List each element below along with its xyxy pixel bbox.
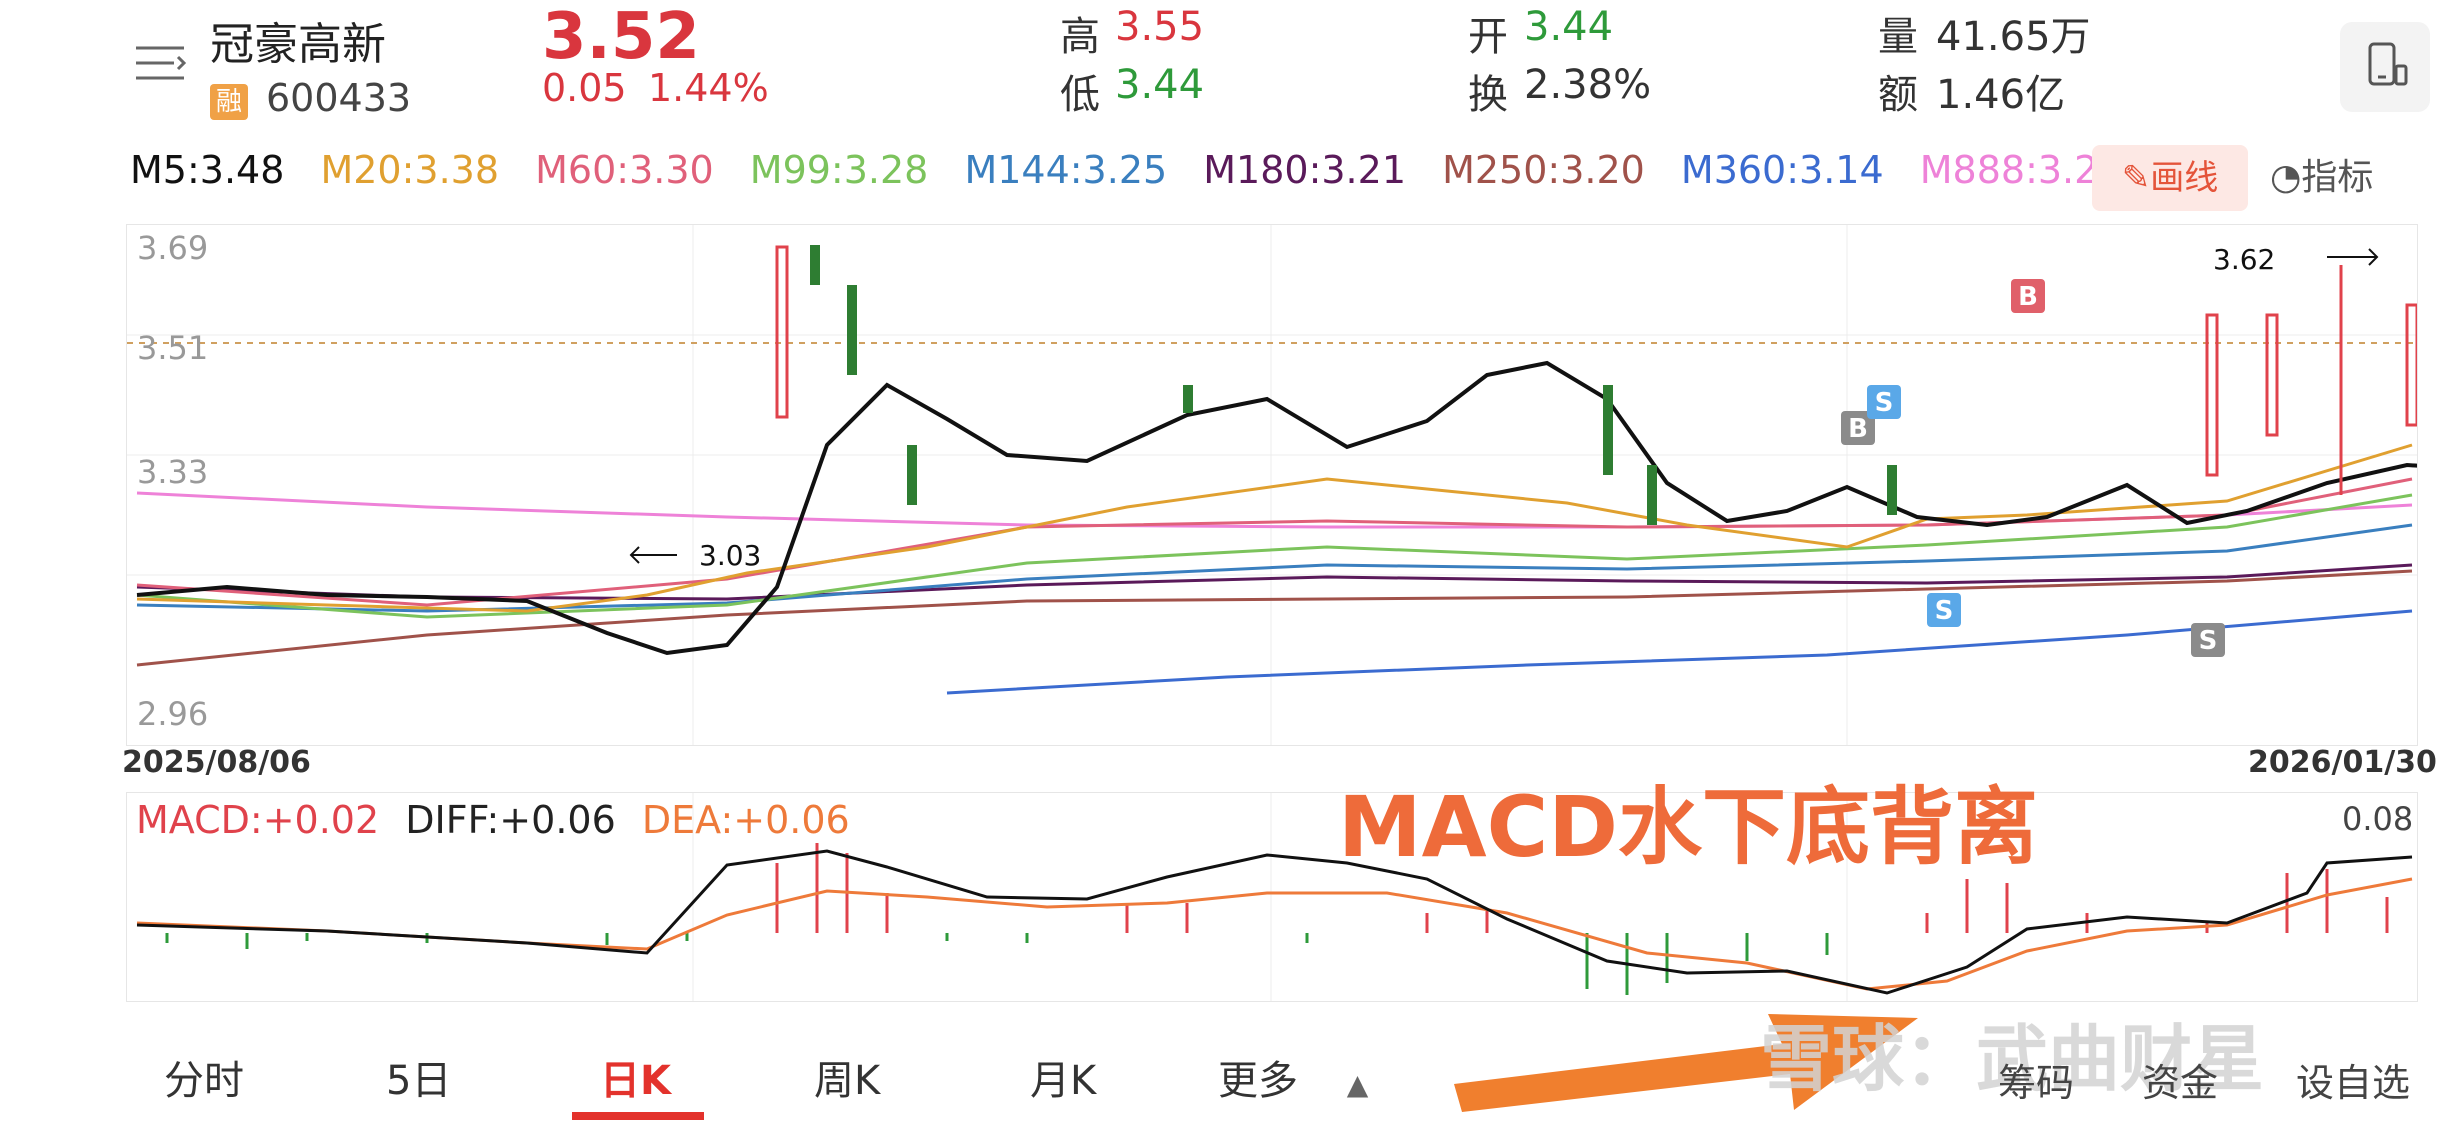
kline-chart[interactable]: 3.69 3.51 3.33 2.96 <box>126 224 2442 746</box>
indicator-button[interactable]: ◔指标 <box>2270 145 2373 211</box>
high-marker: 3.62 <box>2213 243 2275 276</box>
device-button[interactable] <box>2340 22 2430 112</box>
chips-button[interactable]: 筹码 <box>1998 1061 2075 1105</box>
volume-value: 41.65万 <box>1936 14 2091 60</box>
ma888-label: M888:3.28 <box>1919 148 2123 192</box>
turnover-value: 2.38% <box>1524 62 1652 108</box>
y-tick-369: 3.69 <box>137 229 208 267</box>
ma360-label: M360:3.14 <box>1680 148 1884 192</box>
stock-code: 600433 <box>266 76 412 120</box>
active-tab-indicator <box>572 1112 704 1120</box>
date-end: 2026/01/30 <box>2248 745 2437 780</box>
high-label: 高 <box>1060 14 1100 60</box>
ma180-line <box>136 563 2413 601</box>
dea-value: DEA:+0.06 <box>641 798 850 842</box>
low-marker: 3.03 <box>699 539 761 572</box>
price-change-pct: 1.44% <box>648 66 769 110</box>
caret-up-icon: ▲ <box>1346 1068 1369 1101</box>
macd-max-label: 0.08 <box>2342 800 2414 838</box>
macd-histogram <box>165 843 2389 995</box>
indicator-label: 指标 <box>2301 157 2374 198</box>
annotation-text: MACD水下底背离 <box>1338 778 2038 876</box>
funds-button[interactable]: 资金 <box>2142 1061 2219 1105</box>
tab-more[interactable]: 更多 ▲ <box>1218 1048 1368 1106</box>
date-start: 2025/08/06 <box>122 745 311 780</box>
ma20-line <box>136 443 2413 613</box>
moving-average-legend: M5:3.48 M20:3.38 M60:3.30 M99:3.28 M144:… <box>130 148 2146 208</box>
draw-line-button[interactable]: ✎画线 <box>2092 145 2248 211</box>
ma99-label: M99:3.28 <box>749 148 929 192</box>
ma144-line <box>136 523 2413 613</box>
stock-name: 冠豪高新 <box>210 19 386 70</box>
draw-line-label: 画线 <box>2150 158 2219 198</box>
ma60-label: M60:3.30 <box>535 148 714 192</box>
candle-series <box>775 245 2419 525</box>
gauge-icon: ◔ <box>2270 157 2302 198</box>
open-value: 3.44 <box>1524 4 1614 50</box>
ma250-line <box>136 569 2413 667</box>
add-watchlist-button[interactable]: 设自选 <box>2296 1061 2411 1105</box>
quote-header: 冠豪高新 融 600433 3.52 0.05 1.44% 高 3.55 低 3… <box>0 0 2442 135</box>
menu-icon[interactable] <box>130 38 190 88</box>
y-tick-296: 2.96 <box>137 695 208 733</box>
signal-b-2: B <box>2018 282 2038 312</box>
ma60-line <box>136 477 2413 607</box>
signal-s-1: S <box>1875 388 1894 418</box>
diff-value: DIFF:+0.06 <box>405 798 616 842</box>
low-label: 低 <box>1060 72 1100 118</box>
high-value: 3.55 <box>1115 4 1205 50</box>
macd-legend: MACD:+0.02 DIFF:+0.06 DEA:+0.06 <box>136 798 850 842</box>
ma360-line <box>946 609 2413 695</box>
tab-day-k[interactable]: 日K <box>600 1058 671 1104</box>
price-change: 0.05 <box>542 66 627 110</box>
y-tick-333: 3.33 <box>137 453 208 491</box>
tab-five-day[interactable]: 5日 <box>386 1058 452 1104</box>
tab-fenshi[interactable]: 分时 <box>164 1058 244 1104</box>
signal-b-1: B <box>1848 414 1868 444</box>
amount-label: 额 <box>1878 72 1918 118</box>
ma144-label: M144:3.25 <box>964 148 1168 192</box>
ma250-label: M250:3.20 <box>1442 148 1645 192</box>
amount-value: 1.46亿 <box>1936 72 2066 118</box>
signal-s-2: S <box>1935 596 1954 626</box>
current-price: 3.52 <box>542 0 700 74</box>
watermark: 雪球：武曲财星 <box>1760 1017 2265 1101</box>
tab-week-k[interactable]: 周K <box>814 1058 881 1104</box>
ma99-line <box>136 493 2413 619</box>
dea-line <box>136 877 2413 991</box>
open-label: 开 <box>1468 14 1508 60</box>
macd-chart[interactable] <box>126 792 2418 1002</box>
pencil-icon: ✎ <box>2121 158 2151 198</box>
ma5-line <box>136 360 2442 656</box>
diff-line <box>136 849 2413 995</box>
low-value: 3.44 <box>1115 62 1205 108</box>
turnover-label: 换 <box>1468 72 1508 118</box>
ma180-label: M180:3.21 <box>1203 148 1406 192</box>
signal-s-3: S <box>2199 626 2218 656</box>
tab-more-label: 更多 <box>1218 1058 1298 1104</box>
volume-label: 量 <box>1878 14 1918 60</box>
annotation-arrow <box>1454 1014 1918 1112</box>
ma5-label: M5:3.48 <box>130 148 285 192</box>
y-tick-351: 3.51 <box>137 329 208 367</box>
phone-icon <box>2368 42 2408 86</box>
margin-badge: 融 <box>210 84 248 120</box>
ma20-label: M20:3.38 <box>320 148 500 192</box>
tab-month-k[interactable]: 月K <box>1030 1058 1097 1104</box>
macd-value: MACD:+0.02 <box>136 798 380 842</box>
